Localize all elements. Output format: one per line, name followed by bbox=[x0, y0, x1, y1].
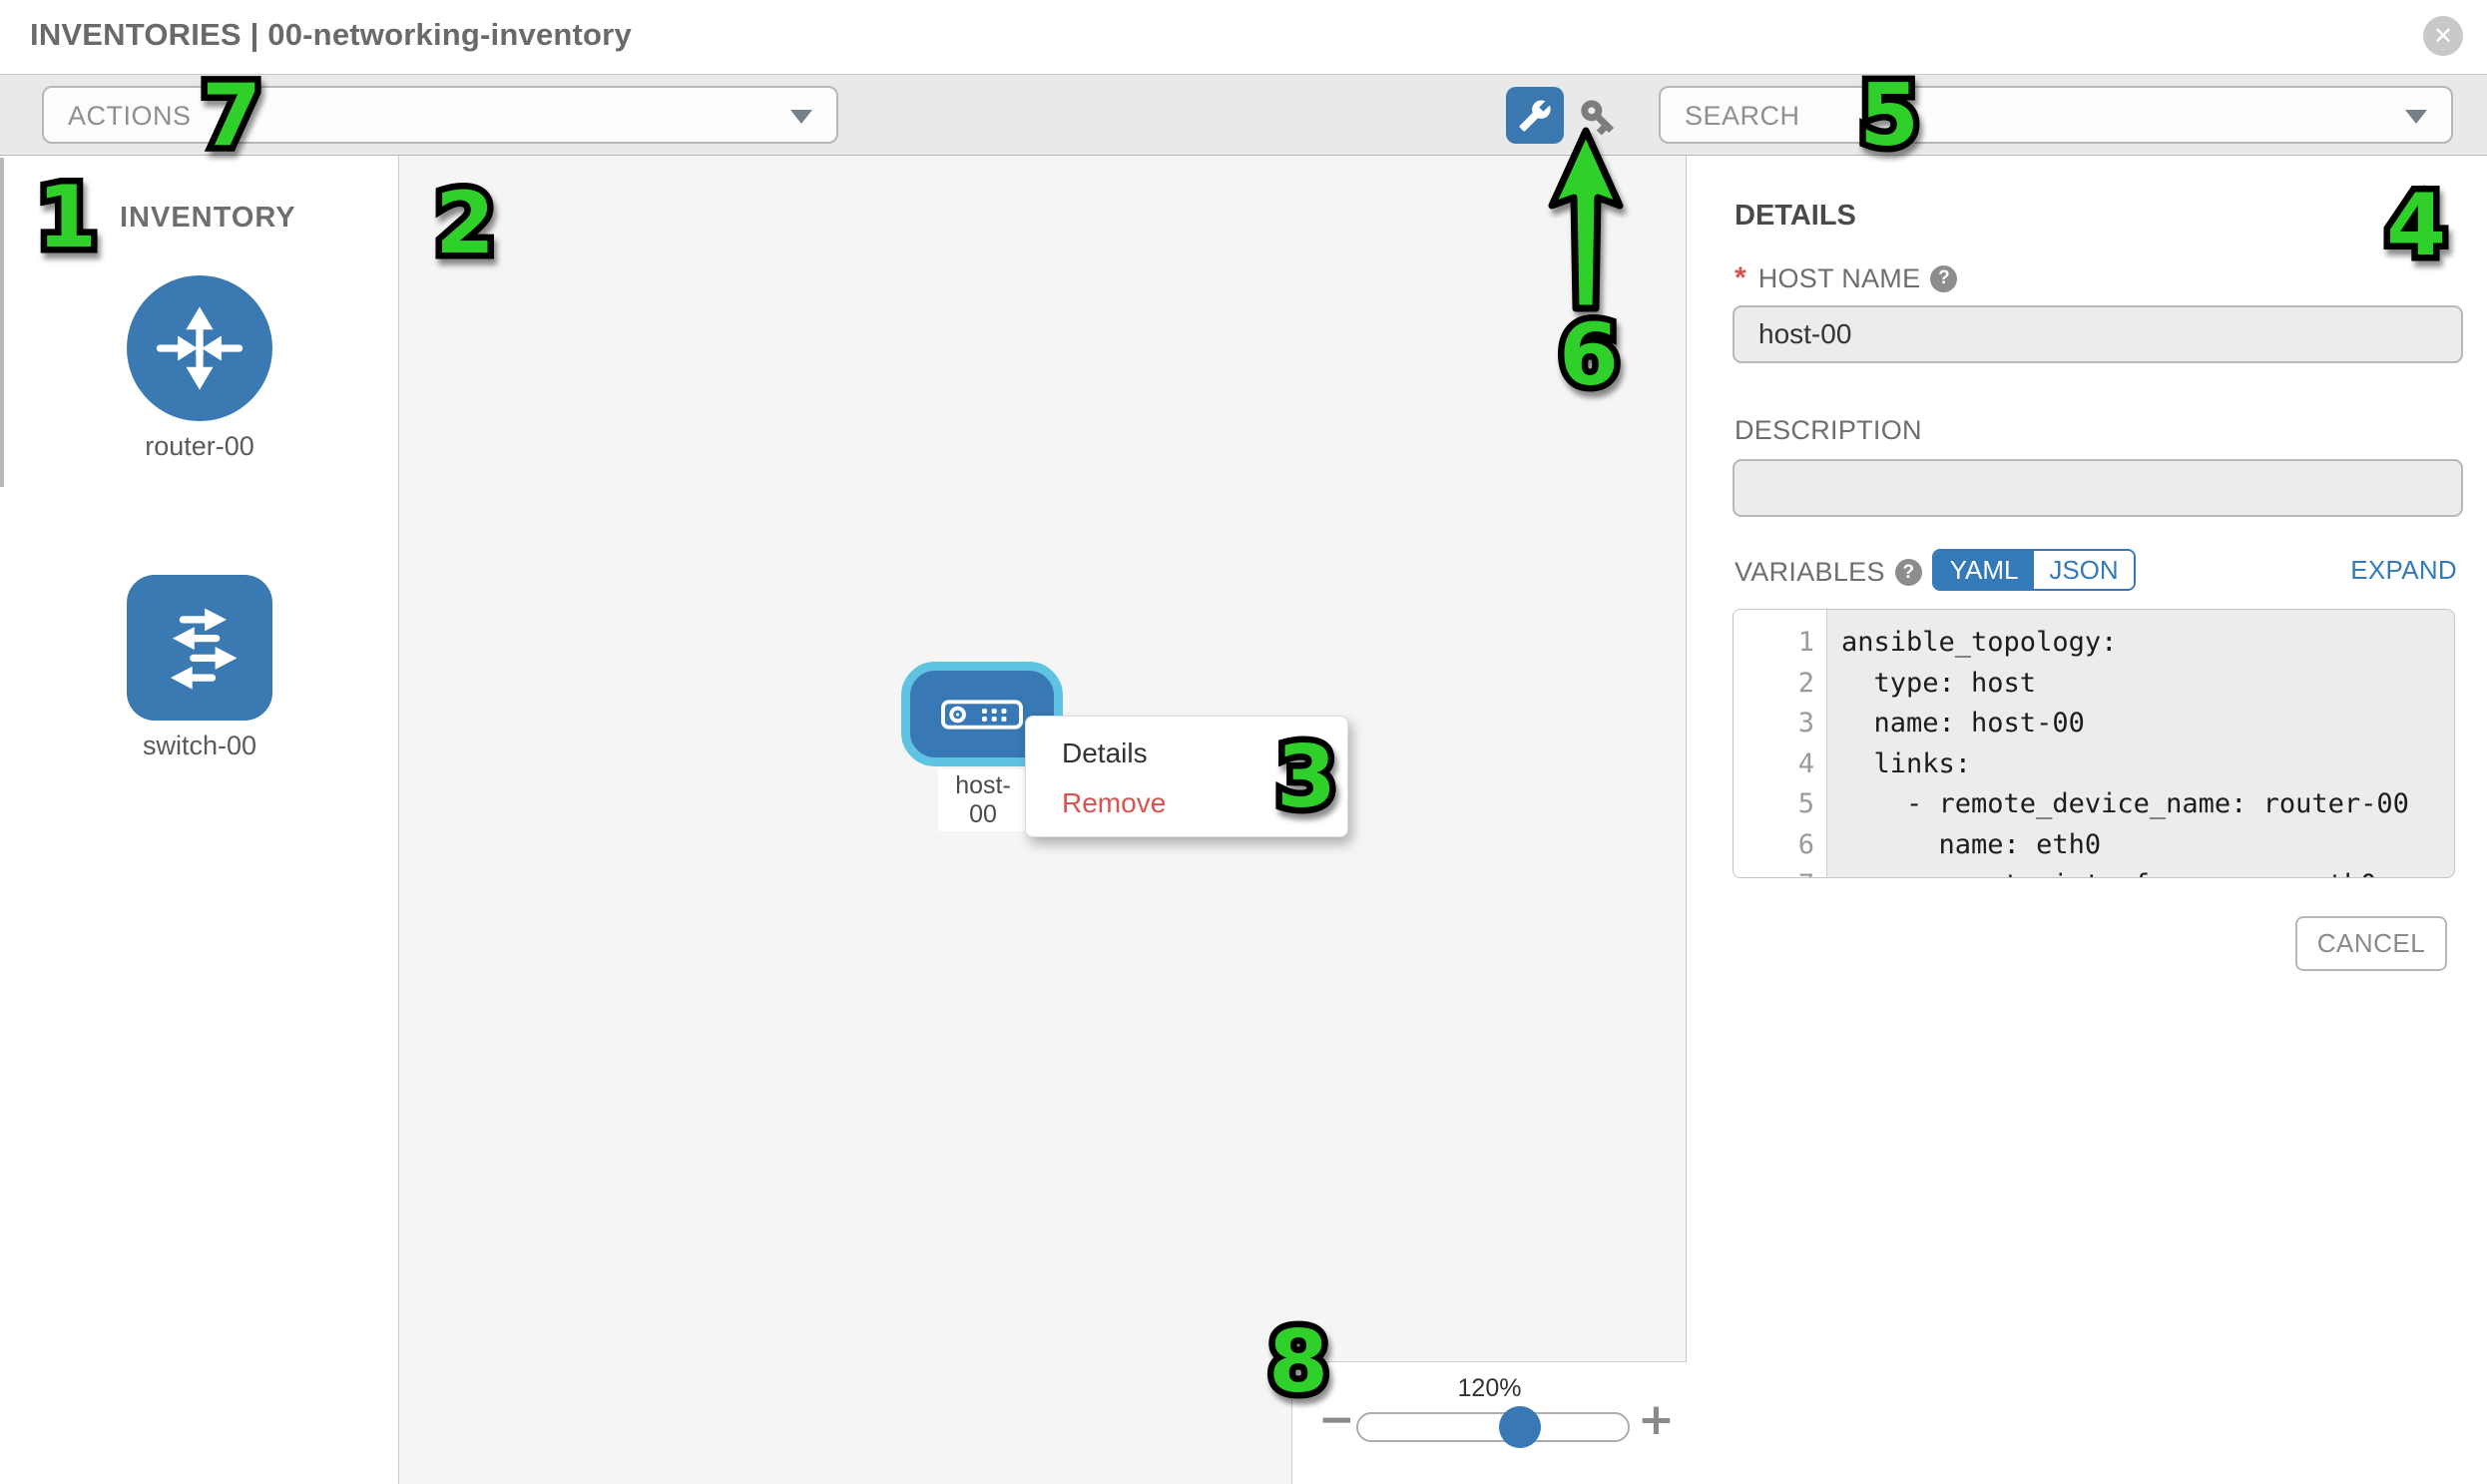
description-field-row: DESCRIPTION bbox=[1735, 415, 1922, 446]
host-name-field-row: * HOST NAME ? bbox=[1735, 261, 1958, 295]
topology-canvas[interactable]: host-00 Details Remove 120% − + bbox=[399, 156, 1687, 1484]
chevron-down-icon bbox=[790, 110, 812, 124]
sidebar-item-label: router-00 bbox=[145, 431, 254, 461]
host-icon bbox=[941, 699, 1023, 730]
context-menu-item-remove[interactable]: Remove bbox=[1062, 787, 1167, 818]
variables-label: VARIABLES bbox=[1735, 557, 1885, 587]
line-number: 3 bbox=[1797, 708, 1814, 739]
variables-editor[interactable]: 1 2 3 4 5 6 7 ansible_topology: type: ho… bbox=[1733, 609, 2455, 878]
inventory-sidebar: INVENTORY bbox=[0, 156, 399, 1484]
line-number: 7 bbox=[1734, 865, 1826, 877]
zoom-slider-track[interactable] bbox=[1356, 1412, 1630, 1442]
expand-link[interactable]: EXPAND bbox=[2350, 555, 2457, 585]
line-number: 2 bbox=[1797, 667, 1814, 699]
router-icon bbox=[127, 275, 272, 421]
host-node[interactable] bbox=[901, 662, 1063, 766]
page-title: INVENTORIES | 00-networking-inventory bbox=[30, 17, 632, 52]
actions-dropdown-label: ACTIONS bbox=[68, 101, 192, 131]
variables-row: VARIABLES ? YAML JSON EXPAND bbox=[1735, 549, 2457, 591]
zoom-level: 120% bbox=[1457, 1374, 1522, 1402]
tab-yaml[interactable]: YAML bbox=[1934, 551, 2034, 589]
host-name-field[interactable] bbox=[1733, 305, 2463, 363]
sidebar-title: INVENTORY bbox=[120, 202, 296, 234]
line-number: 6 bbox=[1797, 828, 1814, 860]
context-menu-item-details[interactable]: Details bbox=[1062, 738, 1148, 768]
line-number: 4 bbox=[1797, 747, 1814, 779]
code-line: remote_interface_name: eth0 bbox=[1841, 865, 2454, 877]
required-marker: * bbox=[1735, 261, 1746, 294]
search-input-placeholder: SEARCH bbox=[1685, 101, 1800, 131]
code-line: links: bbox=[1841, 747, 1972, 779]
wrench-icon bbox=[1518, 99, 1552, 133]
description-label: DESCRIPTION bbox=[1735, 415, 1922, 445]
details-panel: DETAILS * HOST NAME ? DESCRIPTION VARIAB… bbox=[1688, 156, 2487, 1484]
tab-json[interactable]: JSON bbox=[2034, 551, 2134, 589]
details-panel-title: DETAILS bbox=[1735, 200, 1856, 232]
close-icon[interactable]: ✕ bbox=[2423, 16, 2463, 56]
code-line: type: host bbox=[1841, 667, 2037, 699]
search-dropdown[interactable]: SEARCH bbox=[1659, 86, 2453, 144]
cancel-button[interactable]: CANCEL bbox=[2295, 916, 2447, 971]
line-number: 1 bbox=[1797, 627, 1814, 658]
code-line: ansible_topology: bbox=[1841, 627, 2118, 658]
line-number: 5 bbox=[1797, 788, 1814, 819]
zoom-control: 120% − + bbox=[1291, 1361, 1687, 1484]
variables-format-toggle: YAML JSON bbox=[1932, 549, 2136, 591]
toolbar: ACTIONS SEARCH bbox=[0, 74, 2487, 156]
sidebar-item-switch[interactable]: switch-00 bbox=[100, 575, 299, 761]
header: INVENTORIES | 00-networking-inventory ✕ bbox=[0, 0, 2487, 74]
description-field[interactable] bbox=[1733, 459, 2463, 517]
key-icon bbox=[1577, 96, 1619, 138]
help-icon[interactable]: ? bbox=[1894, 559, 1922, 586]
node-context-menu: Details Remove bbox=[1025, 716, 1348, 837]
host-node-label: host-00 bbox=[938, 769, 1028, 831]
code-line: - remote_device_name: router-00 bbox=[1841, 788, 2409, 819]
host-name-label: HOST NAME bbox=[1757, 262, 1921, 293]
zoom-in-button[interactable]: + bbox=[1638, 1394, 1675, 1445]
toolbar-key-button[interactable] bbox=[1574, 95, 1622, 139]
sidebar-item-label: switch-00 bbox=[142, 731, 257, 760]
editor-line-numbers: 1 2 3 4 5 6 7 bbox=[1734, 610, 1827, 877]
zoom-slider-thumb[interactable] bbox=[1499, 1406, 1541, 1448]
actions-dropdown[interactable]: ACTIONS bbox=[42, 86, 838, 144]
help-icon[interactable]: ? bbox=[1930, 264, 1958, 292]
switch-icon bbox=[127, 575, 272, 721]
chevron-down-icon bbox=[2405, 110, 2427, 124]
editor-code[interactable]: ansible_topology: type: host name: host-… bbox=[1827, 610, 2454, 877]
sidebar-scrollbar[interactable] bbox=[0, 158, 4, 487]
zoom-out-button[interactable]: − bbox=[1318, 1394, 1355, 1445]
code-line: name: host-00 bbox=[1841, 708, 2085, 739]
code-line: name: eth0 bbox=[1841, 828, 2102, 860]
toolbar-tools-button[interactable] bbox=[1506, 87, 1564, 144]
sidebar-item-router[interactable]: router-00 bbox=[100, 275, 299, 462]
